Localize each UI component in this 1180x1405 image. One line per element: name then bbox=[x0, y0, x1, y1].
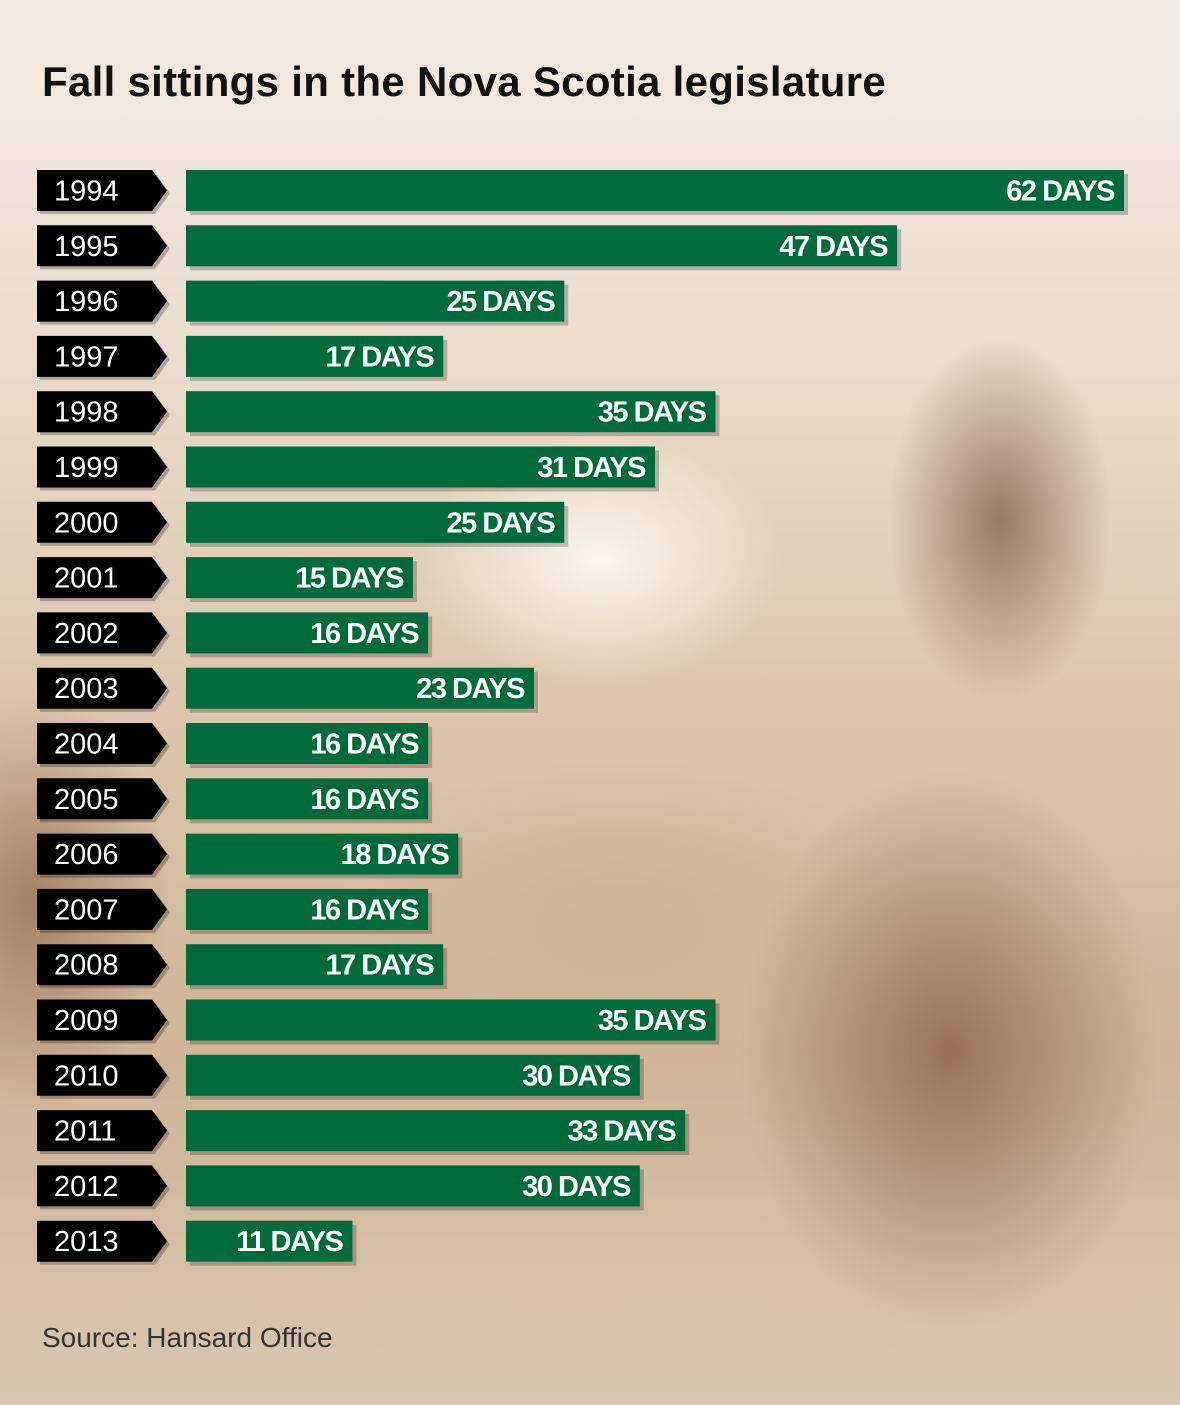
bar bbox=[186, 170, 1124, 211]
bar bbox=[186, 446, 655, 488]
year-label-tag bbox=[37, 999, 167, 1041]
year-label: 2002 bbox=[54, 618, 119, 650]
year-label-tag bbox=[37, 225, 167, 267]
year-label: 2009 bbox=[54, 1005, 119, 1037]
bar-value-label: 33 DAYS bbox=[568, 1116, 677, 1148]
bar bbox=[186, 1110, 686, 1152]
year-label: 2004 bbox=[54, 729, 119, 761]
bar bbox=[186, 1220, 353, 1262]
bar bbox=[186, 999, 716, 1041]
year-label-tag bbox=[37, 888, 167, 930]
year-label-tag bbox=[37, 667, 167, 709]
bar-value-label: 30 DAYS bbox=[522, 1060, 631, 1092]
year-label-tag bbox=[37, 335, 167, 377]
bar-value-label: 18 DAYS bbox=[341, 839, 450, 871]
bar bbox=[186, 280, 565, 322]
year-label-tag bbox=[37, 446, 167, 488]
year-label: 2010 bbox=[54, 1060, 119, 1092]
bar-value-label: 15 DAYS bbox=[295, 563, 404, 595]
bar-value-label: 16 DAYS bbox=[310, 784, 419, 816]
year-label: 2000 bbox=[54, 507, 119, 539]
year-label: 2005 bbox=[54, 784, 119, 816]
year-label: 1996 bbox=[54, 286, 119, 318]
bar bbox=[186, 225, 898, 267]
year-label: 2008 bbox=[54, 950, 119, 982]
bar-value-label: 25 DAYS bbox=[446, 286, 555, 318]
bar bbox=[186, 833, 459, 875]
bar-value-label: 62 DAYS bbox=[1006, 176, 1115, 208]
bar-value-label: 16 DAYS bbox=[310, 729, 419, 761]
bar-value-label: 17 DAYS bbox=[325, 950, 434, 982]
year-label: 1994 bbox=[54, 176, 119, 208]
bar bbox=[186, 557, 413, 599]
bar-value-label: 35 DAYS bbox=[598, 1005, 707, 1037]
chart-title: Fall sittings in the Nova Scotia legisla… bbox=[42, 58, 887, 105]
bar-value-label: 30 DAYS bbox=[522, 1171, 631, 1203]
bar-value-label: 25 DAYS bbox=[446, 507, 555, 539]
bar bbox=[186, 391, 716, 433]
year-label-tag bbox=[37, 501, 167, 543]
bar-value-label: 47 DAYS bbox=[779, 231, 888, 263]
year-label: 2013 bbox=[54, 1226, 119, 1258]
bar-value-label: 16 DAYS bbox=[310, 894, 419, 926]
bar bbox=[186, 501, 565, 543]
year-label: 2011 bbox=[54, 1116, 116, 1148]
year-label: 2012 bbox=[54, 1171, 119, 1203]
bar bbox=[186, 944, 444, 986]
bar-value-label: 31 DAYS bbox=[537, 452, 646, 484]
bar bbox=[186, 778, 429, 820]
year-label: 1999 bbox=[54, 452, 119, 484]
bar bbox=[186, 667, 534, 709]
year-label: 2007 bbox=[54, 894, 119, 926]
year-label: 2006 bbox=[54, 839, 119, 871]
bar-value-label: 35 DAYS bbox=[598, 397, 707, 429]
bar bbox=[186, 612, 429, 654]
year-label-tag bbox=[37, 1110, 167, 1152]
year-label-tag bbox=[37, 170, 167, 211]
year-label-tag bbox=[37, 1054, 167, 1096]
bar bbox=[186, 723, 429, 764]
bar bbox=[186, 335, 444, 377]
year-label: 1998 bbox=[54, 397, 119, 429]
year-label-tag bbox=[37, 944, 167, 986]
year-label-tag bbox=[37, 833, 167, 875]
year-label: 1997 bbox=[54, 341, 119, 373]
year-label-tag bbox=[37, 612, 167, 654]
year-label-tag bbox=[37, 1220, 167, 1262]
year-label-tag bbox=[37, 391, 167, 433]
bar bbox=[186, 1054, 640, 1096]
bar-value-label: 23 DAYS bbox=[416, 673, 525, 705]
source-note: Source: Hansard Office bbox=[42, 1322, 333, 1353]
year-label: 2001 bbox=[54, 563, 119, 595]
year-label-tag bbox=[37, 557, 167, 599]
year-label: 1995 bbox=[54, 231, 119, 263]
bar bbox=[186, 888, 429, 930]
bar bbox=[186, 1165, 640, 1207]
bar-value-label: 17 DAYS bbox=[325, 341, 434, 373]
bar-value-label: 11 DAYS bbox=[236, 1226, 343, 1258]
year-label-tag bbox=[37, 280, 167, 322]
bar-value-label: 16 DAYS bbox=[310, 618, 419, 650]
year-label-tag bbox=[37, 1165, 167, 1207]
year-label: 2003 bbox=[54, 673, 119, 705]
year-label-tag bbox=[37, 723, 167, 764]
year-label-tag bbox=[37, 778, 167, 820]
